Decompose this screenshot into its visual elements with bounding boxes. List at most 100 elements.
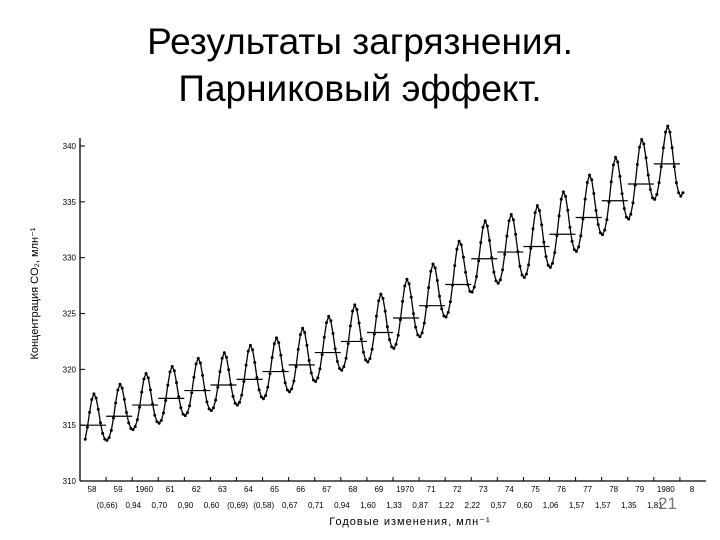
x-tick-label: 58 [88, 485, 97, 494]
data-point [507, 219, 511, 223]
data-point [177, 395, 181, 399]
data-point [481, 225, 485, 229]
data-point [209, 409, 213, 413]
data-point [435, 279, 439, 283]
x-tick-label: 1960 [135, 485, 153, 494]
data-point [674, 181, 678, 185]
data-point [479, 241, 483, 245]
annual-change-label: 1,33 [386, 501, 402, 510]
data-point [579, 234, 583, 238]
data-point [561, 190, 565, 194]
y-axis-label: Концентрация CO₂, млн⁻¹ [29, 227, 41, 359]
data-point [311, 378, 315, 382]
data-point [105, 438, 109, 442]
data-point [370, 347, 374, 351]
data-point [405, 277, 409, 281]
data-point [227, 368, 231, 372]
x-tick-label: 8 [690, 485, 695, 494]
data-point [83, 437, 87, 441]
y-tick-label: 310 [63, 477, 77, 486]
data-point [216, 385, 220, 389]
data-point [268, 372, 272, 376]
data-point [624, 215, 628, 219]
data-point [438, 294, 442, 298]
data-point [581, 217, 585, 221]
data-point [196, 356, 200, 360]
data-point [494, 279, 498, 283]
x-tick-label: 66 [296, 485, 305, 494]
data-point [640, 137, 644, 141]
data-point [253, 361, 257, 365]
data-point [546, 263, 550, 267]
data-point [331, 332, 335, 336]
data-point [457, 239, 461, 243]
data-point [677, 191, 681, 195]
data-point [207, 407, 211, 411]
annual-change-label: 0,67 [282, 501, 298, 510]
data-point [348, 324, 352, 328]
data-point [244, 363, 248, 367]
data-point [427, 286, 431, 290]
data-point [296, 347, 300, 351]
data-point [140, 390, 144, 394]
data-point [309, 371, 313, 375]
data-point [188, 404, 192, 408]
data-point [446, 310, 450, 314]
data-point [279, 353, 283, 357]
data-point [153, 413, 157, 417]
data-point [122, 397, 126, 401]
data-point [544, 255, 548, 259]
data-point [357, 321, 361, 325]
data-point [396, 333, 400, 337]
data-point [509, 213, 513, 217]
data-point [522, 276, 526, 280]
data-point [305, 343, 309, 347]
data-point [620, 192, 624, 196]
data-point [246, 349, 250, 353]
data-point [320, 352, 324, 356]
data-point [359, 337, 363, 341]
data-point [644, 156, 648, 160]
data-point [642, 142, 646, 146]
annual-change-label: (0,69) [227, 501, 248, 510]
slide-title-line1: Результаты загрязнения. [147, 21, 573, 62]
data-point [114, 401, 118, 405]
annual-change-label: 0,94 [334, 501, 350, 510]
data-point [316, 376, 320, 380]
data-point [418, 335, 422, 339]
data-point [614, 155, 618, 159]
data-point [381, 296, 385, 300]
data-point [138, 405, 142, 409]
data-point [470, 290, 474, 294]
data-point [366, 360, 370, 364]
x-tick-label: 59 [114, 485, 123, 494]
data-point [175, 381, 179, 385]
data-point [185, 411, 189, 415]
annual-change-label: 0,94 [125, 501, 141, 510]
data-point [611, 163, 615, 167]
data-point [448, 300, 452, 304]
data-point [294, 365, 298, 369]
y-tick-label: 335 [63, 198, 77, 207]
annual-change-label: (0,66) [97, 501, 118, 510]
data-point [214, 398, 218, 402]
data-point [192, 375, 196, 379]
annual-change-label: 1,57 [595, 501, 611, 510]
data-point [398, 318, 402, 322]
data-point [277, 341, 281, 345]
data-point [655, 192, 659, 196]
data-point [483, 219, 487, 223]
data-point [440, 307, 444, 311]
data-point [94, 396, 98, 400]
data-point [590, 178, 594, 182]
x-axis-label: Годовые изменения, млн⁻¹ [329, 516, 490, 528]
data-point [559, 197, 563, 201]
data-point [233, 401, 237, 405]
data-point [444, 315, 448, 319]
data-point [379, 292, 383, 296]
data-point [303, 331, 307, 335]
data-point [346, 341, 350, 345]
data-point [496, 281, 500, 285]
data-point [261, 397, 265, 401]
x-tick-label: 77 [583, 485, 592, 494]
